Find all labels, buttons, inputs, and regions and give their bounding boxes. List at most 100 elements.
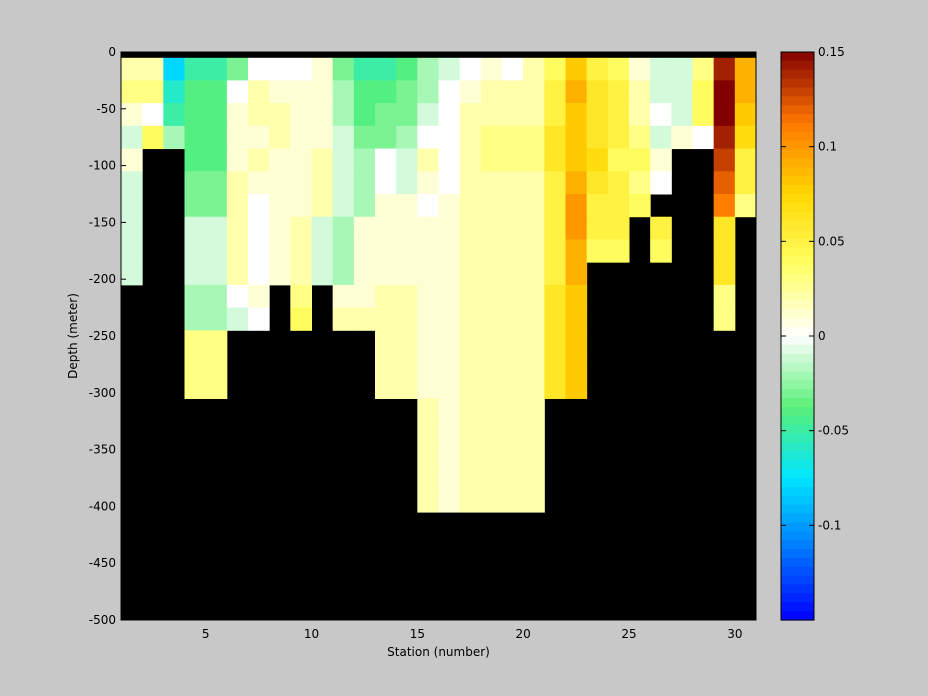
- heatmap-cell: [417, 443, 439, 468]
- heatmap-cell: [692, 125, 715, 150]
- heatmap-cell: [438, 489, 461, 513]
- heatmap-cell: [311, 194, 334, 218]
- heatmap-cell: [121, 148, 143, 172]
- heatmap-cell: [565, 171, 588, 195]
- heatmap-cell: [713, 194, 736, 218]
- heatmap-cell: [544, 80, 566, 104]
- heatmap-cell: [523, 194, 545, 218]
- heatmap-cell: [459, 103, 482, 127]
- heatmap-cell: [502, 194, 524, 218]
- heatmap-cell: [163, 103, 185, 127]
- heatmap-cell: [713, 307, 736, 331]
- colorbar-stripe: [781, 602, 814, 612]
- heatmap-cell: [269, 194, 291, 218]
- heatmap-cell: [248, 216, 270, 240]
- heatmap-cell: [184, 262, 207, 286]
- heatmap-cell: [248, 103, 270, 127]
- heatmap-cell: [713, 284, 736, 309]
- heatmap-cell: [375, 125, 397, 150]
- heatmap-cell: [121, 194, 143, 218]
- heatmap-cell: [375, 239, 397, 263]
- y-axis-ticks: 0 -50 -100 -150 -200 -250 -300 -350 -400 -450 -500: [89, 45, 126, 627]
- heatmap-cell: [671, 80, 693, 104]
- heatmap-cell: [290, 80, 312, 104]
- heatmap-cell: [163, 57, 185, 81]
- heatmap-cell: [375, 262, 397, 286]
- heatmap-cell: [671, 57, 693, 81]
- heatmap-cell: [523, 103, 545, 127]
- y-tick-label: -450: [89, 556, 116, 570]
- colorbar-stripe: [781, 469, 814, 479]
- colorbar-stripe: [781, 300, 814, 310]
- colorbar-tick-label: -0.1: [818, 518, 841, 532]
- heatmap-cell: [629, 148, 651, 172]
- heatmap-cell: [353, 148, 376, 172]
- heatmap-cell: [629, 80, 651, 104]
- heatmap-cell: [226, 307, 249, 331]
- heatmap-cell: [184, 148, 207, 172]
- heatmap-cell: [713, 216, 736, 240]
- heatmap-cell: [375, 353, 397, 377]
- heatmap-cell: [713, 57, 736, 81]
- heatmap-cell: [565, 375, 588, 399]
- heatmap-cell: [459, 216, 482, 240]
- heatmap-cell: [396, 307, 418, 331]
- heatmap-cell: [248, 284, 270, 309]
- colorbar-stripe: [781, 167, 814, 177]
- heatmap-cell: [523, 398, 545, 422]
- heatmap-cell: [417, 375, 439, 399]
- colorbar-stripe: [781, 220, 814, 231]
- colorbar-stripe: [781, 353, 814, 364]
- heatmap-cell: [438, 216, 461, 240]
- heatmap-cell: [586, 171, 609, 195]
- heatmap-cell: [184, 194, 207, 218]
- heatmap-cell: [459, 421, 482, 445]
- heatmap-cell: [438, 103, 461, 127]
- heatmap-cell: [332, 307, 355, 331]
- heatmap-cell: [396, 239, 418, 263]
- heatmap-cell: [290, 125, 312, 150]
- heatmap-cell: [523, 262, 545, 286]
- heatmap-cell: [226, 194, 249, 218]
- heatmap-cell: [565, 353, 588, 377]
- heatmap-cell: [248, 194, 270, 218]
- heatmap-cell: [480, 216, 503, 240]
- colorbar-stripe: [781, 336, 814, 346]
- heatmap-cell: [713, 80, 736, 104]
- heatmap-cell: [438, 262, 461, 286]
- heatmap-cell: [565, 307, 588, 331]
- heatmap-cell: [607, 239, 630, 263]
- heatmap-cell: [396, 353, 418, 377]
- heatmap-cell: [142, 125, 164, 150]
- heatmap-cell: [205, 239, 228, 263]
- heatmap-cell: [502, 262, 524, 286]
- heatmap-cell: [692, 80, 715, 104]
- heatmap-cell: [121, 171, 143, 195]
- heatmap-cell: [565, 57, 588, 81]
- heatmap-cell: [375, 284, 397, 309]
- heatmap-cell: [438, 398, 461, 422]
- heatmap-cell: [205, 57, 228, 81]
- heatmap-cell: [480, 262, 503, 286]
- heatmap-cell: [375, 375, 397, 399]
- colorbar-stripe: [781, 460, 814, 470]
- heatmap-cell: [502, 353, 524, 377]
- heatmap-cell: [459, 262, 482, 286]
- heatmap-cell: [184, 57, 207, 81]
- heatmap-cell: [248, 171, 270, 195]
- heatmap-cell: [438, 353, 461, 377]
- heatmap-cell: [417, 353, 439, 377]
- heatmap-cell: [375, 194, 397, 218]
- heatmap-cell: [417, 148, 439, 172]
- heatmap-cell: [226, 239, 249, 263]
- heatmap-cell: [459, 489, 482, 513]
- heatmap-cell: [480, 443, 503, 468]
- heatmap-cell: [121, 57, 143, 81]
- colorbar-stripe: [781, 265, 814, 275]
- heatmap-cell: [205, 284, 228, 309]
- heatmap-cell: [523, 171, 545, 195]
- heatmap-cell: [692, 57, 715, 81]
- heatmap-cell: [375, 103, 397, 127]
- heatmap-cell: [502, 375, 524, 399]
